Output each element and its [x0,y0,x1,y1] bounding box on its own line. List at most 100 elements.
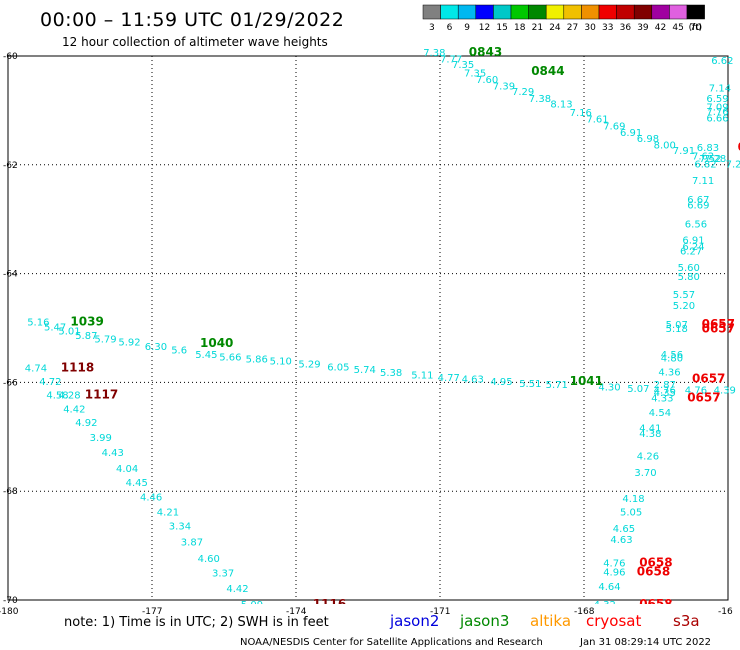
chart-title: 00:00 – 11:59 UTC 01/29/2022 [40,9,344,31]
swh-label: 6.05 [327,362,349,373]
time-label: 0843 [469,45,502,59]
swh-label: 4.72 [39,377,61,388]
colorbar-label: 15 [496,23,507,33]
swh-label: 7.2 [726,160,740,171]
swh-label: 4.76 [603,558,625,569]
colorbar-swatch [581,4,600,20]
swh-label: 4.42 [226,584,248,595]
swh-label: 6.30 [145,342,167,353]
swh-label: 5.86 [246,354,268,365]
swh-label: 7.62 [692,151,714,162]
swh-label: 4.39 [714,385,736,396]
swh-label: 6.67 [687,195,709,206]
swh-label: 4.80 [661,354,683,365]
x-tick-label: -180 [0,607,19,617]
swh-label: 8.00 [654,140,676,151]
swh-label: 4.95 [490,377,512,388]
time-label: 0844 [531,64,564,78]
swh-label: 6.98 [637,134,659,145]
swh-label: 5.01 [58,327,80,338]
swh-label: 5.20 [673,301,695,312]
swh-label: 5.80 [678,272,700,283]
credit-line: NOAA/NESDIS Center for Satellite Applica… [240,637,543,648]
swh-label: 8.13 [550,100,572,111]
swh-label: 4.43 [102,448,124,459]
colorbar-label: 45 [672,23,683,33]
mission-legend: jason2 jason3 altika cryosat s3a [389,612,700,630]
x-tick-label: -168 [574,607,595,617]
colorbar-swatch [528,4,547,20]
swh-label: 7.11 [692,176,714,187]
swh-label: 5.74 [354,365,376,376]
colorbar-legend: 3 6 9 12 15 18 21 24 27 30 33 36 39 42 45 70(ft) [422,4,705,33]
swh-label: 4.96 [603,568,625,579]
time-label: 06 [738,140,740,154]
swh-label: 3.70 [634,468,656,479]
colorbar-swatch [633,4,653,20]
time-label: 1039 [70,314,103,328]
swh-label: 4.74 [25,364,47,375]
swh-label: 4.26 [637,452,659,463]
swh-label: 7.77 [440,55,462,66]
x-tick-label: -171 [430,607,450,617]
swh-label: 4.54 [649,408,671,419]
swh-label: 4.32 [594,600,616,611]
swh-label: 6.27 [680,247,702,258]
swh-label: 5.05 [620,508,642,519]
swh-label: 7.28 [704,154,726,165]
swh-label: 6.91 [620,128,642,139]
y-tick-label: -68 [3,487,18,497]
swh-label: 4.56 [661,350,683,361]
colorbar-swatch [598,4,617,20]
swh-label: 4.35 [654,388,676,399]
timestamp: Jan 31 08:29:14 UTC 2022 [579,637,711,648]
swh-label: 5.29 [298,360,320,371]
x-tick-label: -174 [286,607,307,617]
swh-label: 6.66 [706,113,728,124]
swh-label: 7.61 [586,114,608,125]
swh-label: 7.16 [570,108,592,119]
swh-label: 4.60 [198,554,220,565]
swh-label: 3.34 [169,521,191,532]
colorbar-label: 21 [532,23,543,33]
mission-label-s3a: s3a [673,612,700,630]
swh-label: 4.77 [438,373,460,384]
swh-label: 5.07 [666,320,688,331]
colorbar-swatch [651,4,670,20]
swh-label: 4.04 [116,464,138,475]
swh-label: 4.64 [598,582,620,593]
swh-label: 4.92 [75,418,97,429]
swh-value-labels: 7.387.777.357.357.607.397.297.38 8.137.16… [25,48,740,611]
swh-label: 5.18 [666,324,688,335]
colorbar-swatch [563,4,582,20]
swh-label: 4.36 [658,367,680,378]
colorbar-swatch [440,4,459,20]
swh-label: 7.29 [512,87,534,98]
time-label: 0657 [687,390,720,404]
colorbar-swatch [510,4,529,20]
footer-note: note: 1) Time is in UTC; 2) SWH is in fe… [64,615,329,630]
mission-label-jason2: jason2 [389,612,439,630]
swh-label: 4.63 [610,535,632,546]
swh-label: 6.91 [682,236,704,247]
swh-label: 2.87 [654,380,676,391]
swh-label: 4.30 [598,383,620,394]
swh-label: 7.39 [493,82,515,93]
colorbar-label: 33 [602,23,613,33]
y-axis-ticks: -60 -62 -64 -66 -68 -70 [3,52,18,606]
colorbar-swatch [457,4,477,20]
swh-label: 6.24 [682,242,704,253]
colorbar-label: 27 [567,23,578,33]
swh-label: 7.38 [529,94,551,105]
time-label: 0657 [702,321,735,335]
y-tick-label: -62 [3,161,18,171]
swh-label: 5.09 [241,600,263,611]
swh-label: 7.14 [709,83,731,94]
swh-label: 4.28 [58,391,80,402]
swh-label: 5.6 [171,346,187,357]
swh-label: 4.45 [126,478,148,489]
swh-label: 5.16 [27,317,49,328]
swh-label: 3.87 [181,538,203,549]
swh-label: 7.76 [706,107,728,118]
time-label: 0658 [639,555,672,569]
